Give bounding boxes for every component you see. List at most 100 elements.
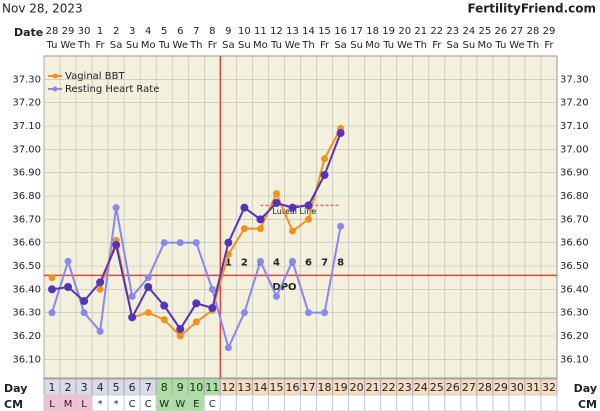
data-point xyxy=(192,299,201,308)
weekday: Fr xyxy=(320,40,330,51)
day-number: 12 xyxy=(221,381,235,394)
cm-cell xyxy=(540,394,558,411)
cm-cell xyxy=(444,394,462,411)
data-point xyxy=(64,283,73,291)
data-point xyxy=(321,309,329,317)
cm-cell xyxy=(476,394,494,411)
day-number: 23 xyxy=(398,381,412,394)
dpo-number: 7 xyxy=(321,258,328,269)
date-label: Date xyxy=(14,26,43,39)
data-point xyxy=(128,313,137,322)
day-number: 6 xyxy=(129,381,136,394)
y-tick-label-right: 36.10 xyxy=(560,354,589,365)
day-number: 32 xyxy=(542,381,556,394)
date-number: 27 xyxy=(511,26,524,37)
data-point xyxy=(112,241,121,249)
date-number: 25 xyxy=(478,26,491,37)
data-point xyxy=(48,274,56,282)
weekday: We xyxy=(285,40,300,51)
y-tick-label: 36.50 xyxy=(12,261,41,272)
day-number: 3 xyxy=(81,381,88,394)
weekday: Sa xyxy=(334,40,346,51)
weekday: Fr xyxy=(96,40,106,51)
date-number: 9 xyxy=(225,26,231,37)
weekday: Tu xyxy=(270,40,282,51)
day-number: 22 xyxy=(382,381,396,394)
weekday: Th xyxy=(414,40,427,51)
data-point xyxy=(144,309,152,317)
day-number: 19 xyxy=(334,381,348,394)
day-label: Day xyxy=(4,382,27,395)
weekday: We xyxy=(397,40,412,51)
weekday: Tu xyxy=(382,40,394,51)
y-tick-label-right: 36.40 xyxy=(560,284,589,295)
data-point xyxy=(96,285,104,293)
cm-cell xyxy=(316,394,334,411)
date-number: 7 xyxy=(193,26,199,37)
weekday: We xyxy=(60,40,75,51)
day-number: 17 xyxy=(302,381,316,394)
day-number: 31 xyxy=(526,381,540,394)
cm-cell xyxy=(332,394,350,411)
date-number: 4 xyxy=(145,26,151,37)
weekday: Th xyxy=(189,40,202,51)
y-tick-label-right: 37.10 xyxy=(560,121,589,132)
data-point xyxy=(176,332,184,340)
day-number: 24 xyxy=(414,381,428,394)
cm-cell xyxy=(524,394,542,411)
day-number: 15 xyxy=(269,381,283,394)
weekday: Th xyxy=(526,40,539,51)
data-point xyxy=(320,171,329,179)
date-number: 5 xyxy=(161,26,167,37)
weekday: Mo xyxy=(477,40,492,51)
weekday: Mo xyxy=(365,40,380,51)
weekday: Su xyxy=(462,40,475,51)
day-number: 13 xyxy=(237,381,251,394)
dpo-number: 6 xyxy=(305,258,312,269)
date-number: 24 xyxy=(462,26,475,37)
date-number: 6 xyxy=(177,26,183,37)
day-number: 10 xyxy=(189,381,203,394)
day-number: 28 xyxy=(478,381,492,394)
series-line xyxy=(99,127,342,338)
date-number: 8 xyxy=(209,26,215,37)
cm-value: L xyxy=(81,399,87,410)
data-point xyxy=(192,239,200,247)
date-number: 21 xyxy=(414,26,427,37)
y-tick-label-right: 36.90 xyxy=(560,168,589,179)
date-number: 3 xyxy=(129,26,135,37)
weekday: Sa xyxy=(222,40,234,51)
weekday: Sa xyxy=(110,40,122,51)
cm-cell xyxy=(412,394,430,411)
weekday: Su xyxy=(126,40,139,51)
data-point xyxy=(160,239,168,247)
data-point xyxy=(256,225,264,233)
data-point xyxy=(224,238,233,247)
cm-cell xyxy=(283,394,301,411)
cm-value: E xyxy=(193,399,199,410)
data-point xyxy=(337,222,345,230)
data-point xyxy=(208,285,216,293)
date-number: 28 xyxy=(527,26,540,37)
data-point xyxy=(272,292,280,300)
weekday: We xyxy=(173,40,188,51)
y-tick-label: 37.20 xyxy=(12,98,41,109)
weekday: Tu xyxy=(494,40,506,51)
cm-value: M xyxy=(64,399,73,410)
date-number: 18 xyxy=(366,26,379,37)
y-tick-label: 36.90 xyxy=(12,168,41,179)
site-name: FertilityFriend.com xyxy=(467,2,596,16)
weekday: Tu xyxy=(158,40,170,51)
legend-marker xyxy=(52,73,58,79)
y-tick-label-right: 36.70 xyxy=(560,214,589,225)
y-tick-label-right: 37.30 xyxy=(560,74,589,85)
date-number: 23 xyxy=(446,26,459,37)
data-point xyxy=(96,278,105,287)
y-tick-label: 36.20 xyxy=(12,331,41,342)
cm-cell xyxy=(364,394,382,411)
cm-label: CM xyxy=(4,398,23,411)
y-tick-label: 36.70 xyxy=(12,214,41,225)
data-point xyxy=(96,327,104,335)
y-tick-label-right: 36.50 xyxy=(560,261,589,272)
data-point xyxy=(240,225,248,233)
